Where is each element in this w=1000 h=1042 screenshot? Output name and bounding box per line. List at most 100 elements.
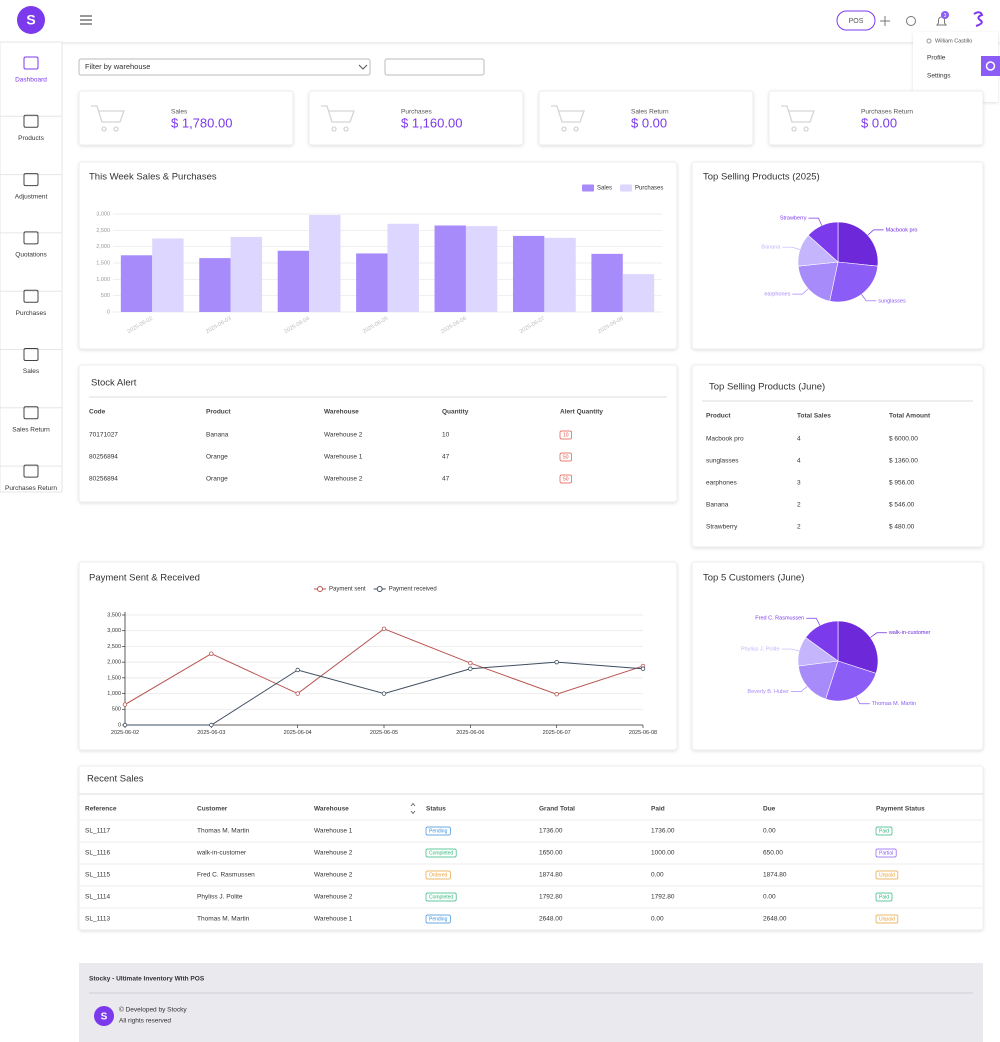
sidebar-icon	[23, 114, 39, 128]
sidebar-item[interactable]: Products	[18, 135, 44, 142]
badge: Pending	[429, 916, 448, 922]
select-chevron	[358, 64, 368, 70]
card-title: Recent Sales	[87, 774, 144, 785]
line-point	[122, 702, 128, 707]
avatar[interactable]	[973, 11, 984, 27]
stat-value: $ 0.00	[631, 115, 667, 130]
badge-box	[425, 848, 457, 858]
sidebar-item[interactable]: Adjustment	[15, 193, 48, 200]
badge: Completed	[429, 850, 453, 856]
bar	[591, 253, 623, 312]
sidebar-item[interactable]: Quotations	[15, 252, 47, 259]
pie-label-line	[855, 696, 870, 705]
badge-box	[425, 870, 451, 880]
badge: Paid	[879, 894, 889, 900]
notification-count: 3	[944, 13, 947, 19]
cell: Warehouse 1	[324, 454, 363, 461]
badge: Pending	[429, 828, 448, 834]
bar	[199, 258, 231, 312]
cell: $ 1360.00	[889, 458, 918, 465]
pie-label-line	[781, 648, 800, 652]
stat-label: Purchases Return	[861, 109, 913, 116]
sidebar-item[interactable]: Purchases Return	[5, 485, 57, 492]
cell: 4	[797, 436, 801, 443]
logo[interactable]	[17, 6, 45, 34]
fullscreen-icon[interactable]	[880, 16, 890, 26]
menu-item[interactable]: Profile	[927, 55, 946, 62]
cell: 2648.00	[539, 916, 563, 923]
pie-label-line	[867, 229, 884, 236]
language-icon[interactable]	[906, 16, 916, 26]
sidebar-item[interactable]: Sales Return	[12, 427, 50, 434]
cell: Warehouse 2	[314, 872, 353, 879]
warehouse-select[interactable]	[78, 58, 371, 76]
sidebar	[0, 41, 63, 493]
cell: Warehouse 2	[324, 476, 363, 483]
cell: 1792.80	[651, 894, 675, 901]
pos-button[interactable]	[836, 10, 876, 31]
column-header: Alert Quantity	[560, 409, 603, 416]
notification-badge	[941, 11, 949, 19]
pie-label-line	[861, 294, 877, 302]
pie-label: Beverly B. Huber	[747, 689, 789, 695]
cell: 1650.00	[539, 850, 563, 857]
sidebar-icon	[23, 173, 39, 187]
cell: 10	[442, 432, 450, 439]
badge-box	[875, 826, 893, 836]
sidebar-icon	[23, 406, 39, 420]
bar	[544, 237, 576, 312]
pie-label: sunglasses	[878, 298, 906, 304]
select-placeholder: Filter by warehouse	[85, 62, 150, 71]
pie-label: walk-in-customer	[888, 630, 931, 636]
cell: Orange	[206, 476, 228, 483]
bar	[309, 214, 341, 312]
pie-label-line	[791, 686, 808, 692]
menu-toggle[interactable]	[80, 15, 92, 25]
cell: 0.00	[763, 894, 776, 901]
bar	[512, 235, 545, 312]
column-header: Customer	[197, 806, 228, 813]
pie-slice	[797, 660, 839, 700]
badge-box	[559, 430, 572, 440]
pie-label-line	[808, 217, 823, 226]
cell: walk-in-customer	[196, 850, 247, 857]
stat-icon	[551, 105, 585, 132]
customizer-button[interactable]	[981, 56, 1000, 76]
cell: 1792.80	[539, 894, 563, 901]
y-tick-label: 500	[112, 707, 121, 713]
column-header: Code	[89, 409, 106, 416]
cell: 1000.00	[651, 850, 675, 857]
column-header: Warehouse	[314, 806, 349, 813]
logo-letter: S	[26, 12, 35, 28]
line-point	[468, 666, 473, 671]
sidebar-item[interactable]: Sales	[23, 368, 40, 375]
badge-box	[875, 870, 899, 880]
cell: Phyliss J. Polite	[197, 894, 243, 901]
line-point	[640, 666, 646, 671]
cell: Fred C. Rasmussen	[197, 872, 255, 879]
cell: Warehouse 2	[314, 894, 353, 901]
bar	[120, 255, 153, 312]
sort-icon[interactable]	[410, 802, 416, 815]
badge-box	[875, 848, 897, 858]
sidebar-icon	[23, 464, 39, 478]
cell: SL_1113	[85, 916, 110, 923]
line-point	[381, 691, 387, 696]
search-input[interactable]	[384, 58, 485, 76]
cell: Warehouse 2	[314, 850, 353, 857]
cell: SL_1116	[85, 850, 110, 857]
legend-swatch	[620, 184, 633, 192]
cell: 3	[797, 480, 801, 487]
footer-credit: © Developed by Stocky	[119, 1006, 187, 1014]
badge-box	[559, 474, 572, 484]
footer	[79, 963, 983, 1042]
sidebar-item[interactable]: Dashboard	[15, 77, 47, 84]
pie-slice	[829, 261, 879, 303]
stat-value: $ 1,160.00	[401, 115, 462, 130]
column-header: Total Amount	[889, 413, 931, 420]
menu-item[interactable]: Settings	[927, 73, 951, 80]
stat-value: $ 0.00	[861, 115, 897, 130]
y-tick-label: 2,000	[107, 660, 121, 666]
sidebar-item[interactable]: Purchases	[16, 310, 47, 317]
